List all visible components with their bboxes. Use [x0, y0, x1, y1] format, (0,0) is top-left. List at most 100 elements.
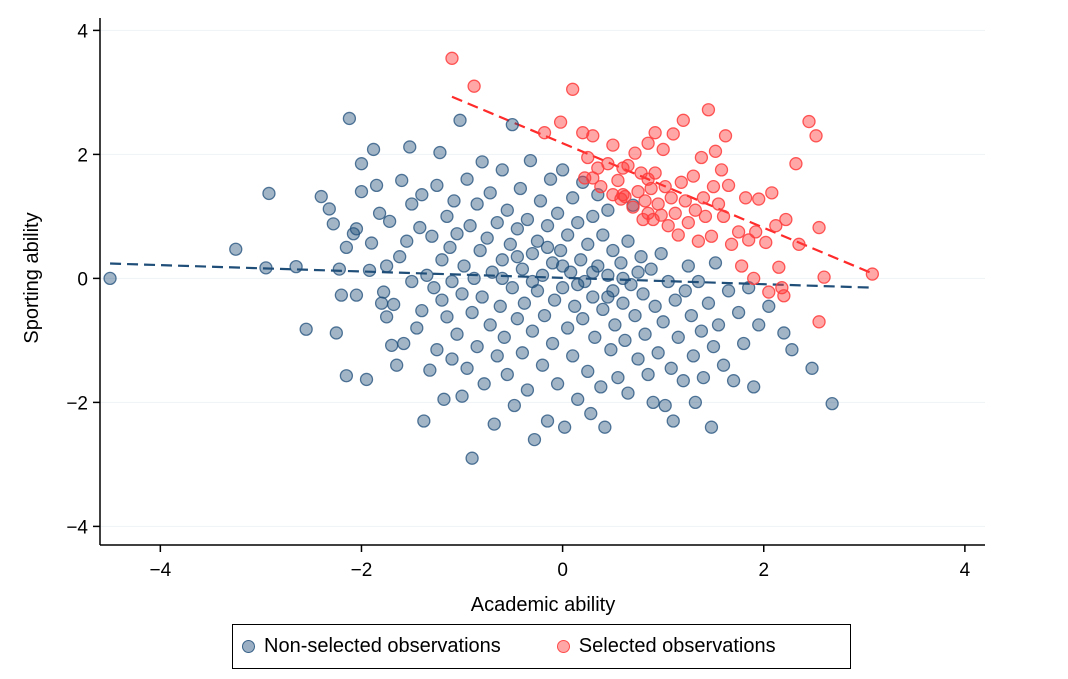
nonselected-point: [588, 330, 602, 344]
nonselected-point: [676, 374, 690, 388]
nonselected-point: [447, 194, 461, 208]
selected-point: [731, 225, 746, 239]
selected-point: [704, 229, 719, 243]
selected-point: [601, 157, 615, 171]
nonselected-point: [332, 262, 347, 276]
nonselected-point: [299, 322, 313, 336]
nonselected-point: [495, 163, 509, 177]
nonselected-points: [103, 111, 839, 465]
nonselected-point: [543, 172, 558, 186]
nonselected-point: [453, 113, 467, 127]
selected-point: [658, 179, 672, 194]
nonselected-point: [372, 206, 387, 220]
nonselected-point: [354, 184, 369, 199]
nonselected-point: [634, 250, 648, 264]
selected-point: [779, 212, 793, 227]
nonselected-point: [596, 302, 610, 317]
nonselected-point: [435, 253, 449, 267]
nonselected-point: [621, 386, 635, 400]
selected-point: [698, 209, 713, 224]
selected-point: [772, 260, 786, 274]
nonselected-point: [701, 296, 716, 310]
nonselected-point: [540, 219, 555, 233]
selected-point: [626, 200, 640, 214]
x-tick-label: 4: [960, 560, 971, 581]
y-axis-title: Sporting ability: [21, 212, 43, 343]
nonselected-point: [560, 228, 575, 242]
nonselected-point: [364, 236, 379, 250]
selected-point: [747, 271, 761, 286]
nonselected-point: [493, 299, 507, 313]
axes: −4 −2 0 2 4 −4 −2 0 2 4: [66, 18, 985, 581]
nonselected-point: [621, 234, 635, 248]
nonselected-point: [349, 288, 364, 302]
nonselected-point: [661, 274, 675, 289]
selected-point: [648, 126, 662, 140]
nonselected-point: [507, 398, 521, 413]
selected-point: [666, 127, 680, 141]
selected-point: [581, 150, 595, 165]
nonselected-point: [349, 222, 364, 236]
nonselected-point: [405, 274, 419, 289]
nonselected-point: [721, 284, 736, 298]
selected-point: [714, 163, 729, 177]
nonselected-point: [576, 312, 590, 326]
selected-point: [721, 178, 736, 193]
selected-point: [606, 138, 620, 152]
selected-point: [775, 281, 789, 295]
selected-point: [641, 172, 655, 186]
nonselected-point: [427, 281, 441, 295]
nonselected-point: [736, 336, 751, 351]
nonselected-point: [329, 326, 343, 340]
nonselected-point: [523, 153, 538, 168]
nonselected-point: [430, 343, 444, 357]
nonselected-point: [483, 186, 497, 200]
nonselected-point: [614, 256, 628, 270]
nonselected-point: [500, 367, 514, 382]
legend-item-selected: Selected observations: [556, 635, 776, 658]
nonselected-point: [470, 197, 484, 211]
nonselected-point: [618, 333, 632, 348]
nonselected-point: [581, 364, 595, 379]
nonselected-point: [390, 358, 404, 372]
nonselected-point: [423, 363, 437, 377]
nonselected-point: [616, 271, 630, 286]
nonselected-point: [262, 186, 276, 201]
selected-point: [706, 179, 721, 194]
nonselected-point: [397, 336, 411, 351]
selected-point: [809, 129, 823, 143]
selected-point: [656, 142, 670, 157]
selected-point: [738, 191, 753, 205]
nonselected-point: [550, 377, 565, 391]
selected-point: [681, 215, 695, 230]
selected-point: [752, 192, 766, 206]
nonselected-point: [490, 215, 504, 230]
nonselected-point: [658, 398, 672, 413]
nonselected-point: [668, 293, 682, 307]
nonselected-point: [540, 240, 555, 255]
selected-point: [865, 267, 880, 281]
nonselected-point: [440, 209, 454, 224]
selected-point: [696, 191, 711, 205]
nonselected-point: [460, 361, 474, 375]
selected-point: [586, 129, 600, 143]
nonselected-point: [490, 349, 504, 363]
nonselected-point: [403, 140, 417, 154]
selected-point: [789, 157, 803, 171]
selected-point: [701, 103, 716, 117]
nonselected-point: [382, 214, 397, 229]
nonselected-fit-line: [110, 262, 875, 289]
nonselected-point: [537, 308, 552, 323]
nonselected-point: [574, 253, 588, 267]
nonselected-point: [433, 145, 447, 160]
nonselected-point: [586, 290, 600, 304]
nonselected-point: [379, 310, 394, 324]
legend-item-nonselected: Non-selected observations: [242, 635, 501, 658]
selected-point: [621, 158, 635, 173]
x-tick-label: −2: [351, 560, 373, 581]
selected-point: [718, 129, 733, 143]
nonselected-point: [229, 242, 243, 256]
nonselected-point: [465, 451, 479, 465]
nonselected-point: [706, 339, 721, 354]
selected-point: [716, 209, 731, 224]
